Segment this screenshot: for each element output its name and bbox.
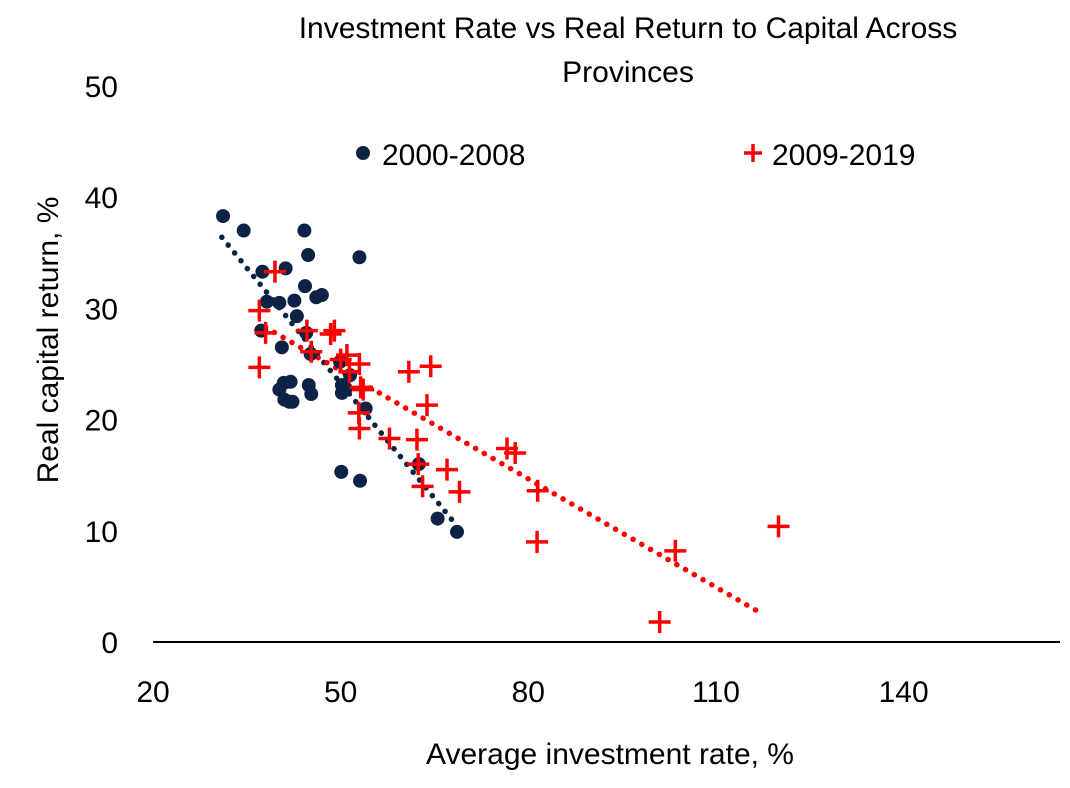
point-2009-2019	[767, 515, 790, 538]
chart-title-line-2: Provinces	[562, 56, 694, 89]
point-2009-2019	[415, 394, 438, 417]
point-2009-2019	[504, 441, 527, 464]
point-2000-2008	[236, 223, 251, 238]
point-2000-2008	[304, 387, 319, 402]
point-2000-2008	[430, 511, 445, 526]
y-tick-labels: 0 10 20 30 40 50	[85, 71, 118, 660]
point-2000-2008	[334, 464, 349, 479]
x-tick-label: 110	[692, 676, 740, 709]
point-2000-2008	[285, 394, 300, 409]
point-2000-2008	[259, 294, 274, 309]
x-axis-label: Average investment rate, %	[426, 738, 794, 771]
trendline-2000-2008	[219, 234, 460, 528]
point-2009-2019	[407, 453, 430, 476]
point-2009-2019	[348, 417, 371, 440]
point-2000-2008	[338, 381, 353, 396]
point-2009-2019	[254, 321, 277, 344]
point-2000-2008	[287, 293, 302, 308]
point-2009-2019	[248, 356, 271, 379]
point-2000-2008	[216, 209, 231, 224]
trendlines	[219, 234, 766, 617]
y-tick-label: 50	[85, 71, 118, 104]
point-2009-2019	[405, 428, 428, 451]
y-tick-label: 30	[85, 293, 118, 326]
point-2009-2019	[526, 530, 549, 553]
y-tick-label: 0	[101, 627, 118, 660]
point-2000-2008	[450, 524, 465, 539]
x-tick-label: 50	[324, 676, 357, 709]
point-2000-2008	[314, 288, 329, 303]
point-2000-2008	[272, 295, 287, 310]
point-2009-2019	[263, 260, 286, 283]
point-2000-2008	[352, 250, 367, 265]
point-2009-2019	[323, 319, 346, 342]
y-tick-label: 10	[85, 516, 118, 549]
point-2000-2008	[289, 309, 304, 324]
x-tick-label: 20	[136, 676, 169, 709]
point-2000-2008	[353, 473, 368, 488]
point-2009-2019	[448, 480, 471, 503]
data-points	[216, 209, 790, 633]
point-2009-2019	[435, 458, 458, 481]
point-2009-2019	[648, 610, 671, 633]
point-2009-2019	[348, 353, 371, 375]
point-2000-2008	[297, 223, 312, 238]
point-2000-2008	[298, 279, 313, 294]
x-tick-label: 80	[512, 676, 545, 709]
point-2009-2019	[419, 355, 442, 378]
legend-label-2009-2019: 2009-2019	[772, 139, 915, 172]
point-2009-2019	[397, 360, 420, 383]
point-2009-2019	[664, 539, 687, 562]
chart-title-line-1: Investment Rate vs Real Return to Capita…	[299, 12, 958, 45]
legend-label-2000-2008: 2000-2008	[382, 139, 525, 172]
legend: 2000-2008 2009-2019	[356, 139, 915, 172]
y-axis-label: Real capital return, %	[32, 197, 65, 484]
point-2009-2019	[300, 340, 323, 363]
point-2009-2019	[295, 319, 318, 342]
point-2009-2019	[349, 376, 372, 399]
y-tick-label: 20	[85, 405, 118, 438]
point-2000-2008	[255, 264, 270, 279]
point-2009-2019	[411, 475, 434, 498]
point-2009-2019	[248, 299, 271, 322]
point-2000-2008	[274, 340, 289, 355]
legend-marker-2009-2019	[744, 144, 762, 162]
point-2009-2019	[352, 378, 375, 401]
point-2000-2008	[301, 248, 316, 263]
x-tick-labels: 20 50 80 110 140	[136, 676, 928, 709]
point-2009-2019	[378, 427, 401, 450]
legend-marker-2000-2008	[356, 146, 370, 160]
x-tick-label: 140	[879, 676, 929, 709]
y-tick-label: 40	[85, 182, 118, 215]
point-2000-2008	[283, 374, 298, 389]
point-2009-2019	[319, 322, 342, 345]
point-2009-2019	[335, 344, 358, 367]
point-2009-2019	[526, 479, 549, 502]
